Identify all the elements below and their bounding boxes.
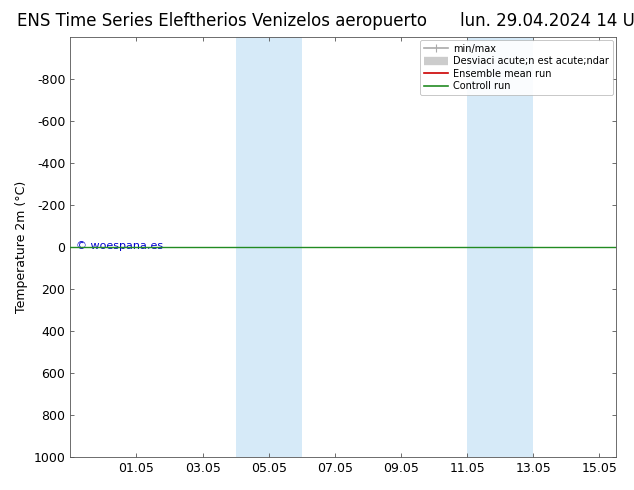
Legend: min/max, Desviaci acute;n est acute;ndar, Ensemble mean run, Controll run: min/max, Desviaci acute;n est acute;ndar… (420, 40, 613, 95)
Bar (236, 37, 269, 457)
Bar (269, 37, 302, 457)
Text: © woespana.es: © woespana.es (75, 241, 163, 251)
Text: lun. 29.04.2024 14 UTC: lun. 29.04.2024 14 UTC (460, 12, 634, 30)
Y-axis label: Temperature 2m (°C): Temperature 2m (°C) (15, 181, 28, 313)
Bar (500, 37, 533, 457)
Bar (467, 37, 500, 457)
Text: ENS Time Series Eleftherios Venizelos aeropuerto: ENS Time Series Eleftherios Venizelos ae… (17, 12, 427, 30)
